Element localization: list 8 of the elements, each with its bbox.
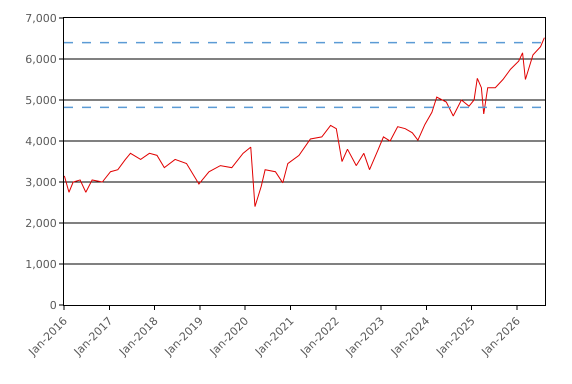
y-tick-label: 5,000 [25,94,57,107]
y-tick-label: 6,000 [25,52,57,66]
y-tick-label: 0 [50,298,57,312]
y-tick-label: 1,000 [25,258,57,271]
y-tick-label: 2,000 [25,216,57,230]
y-tick-label: 3,000 [25,176,57,189]
y-tick-label: 7,000 [25,12,57,25]
y-tick-label: 4,000 [25,134,57,148]
